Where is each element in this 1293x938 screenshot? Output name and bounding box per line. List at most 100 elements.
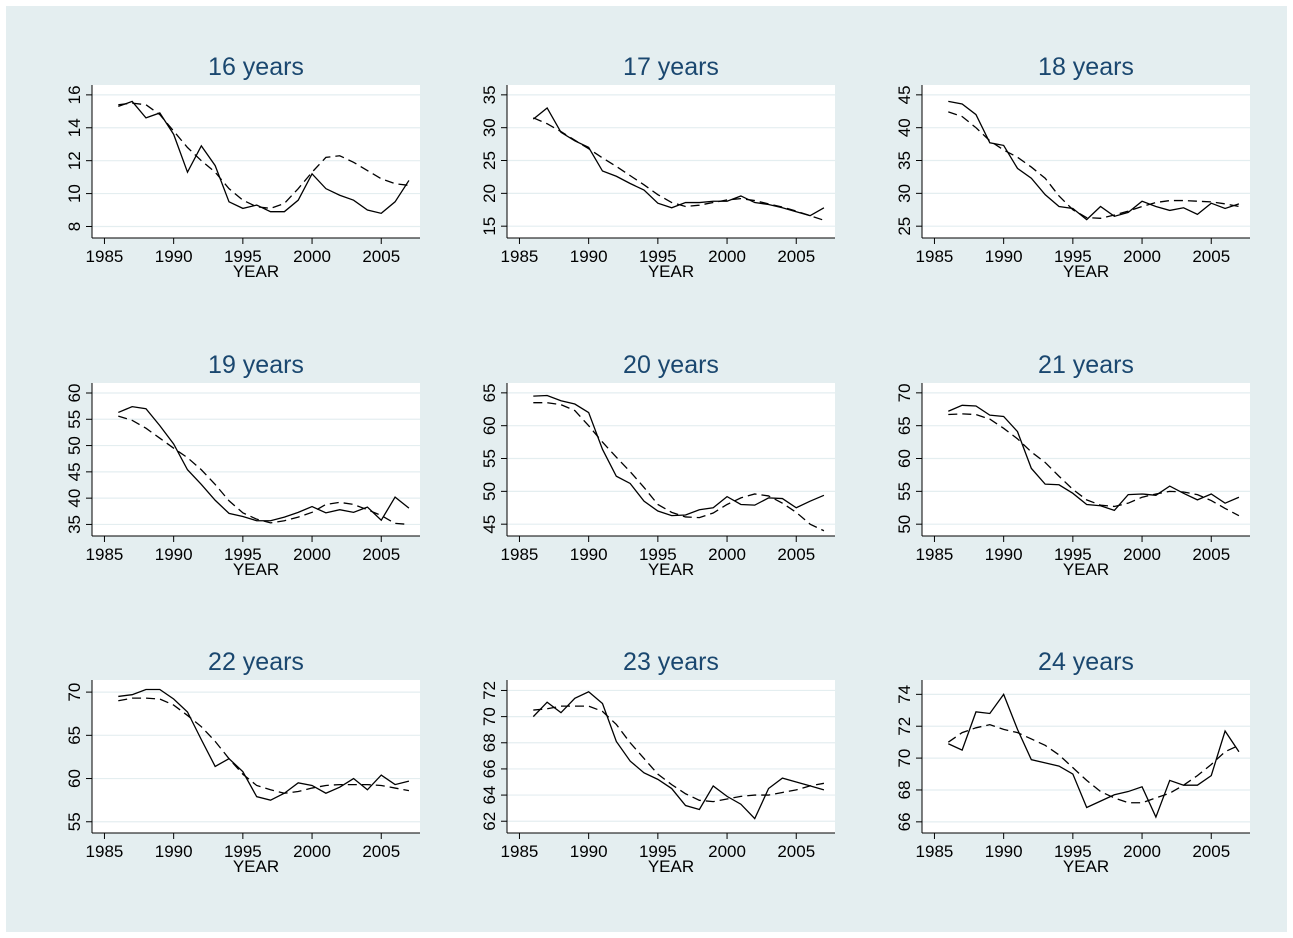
y-tick-label: 20	[480, 184, 499, 203]
series-line	[948, 413, 1240, 517]
x-axis-label: YEAR	[1063, 857, 1109, 876]
x-tick-label: 1995	[639, 247, 677, 266]
y-tick-label: 50	[480, 482, 499, 501]
y-tick-label: 55	[65, 812, 84, 831]
x-tick-label: 2005	[1192, 842, 1230, 861]
y-tick-label: 65	[895, 416, 914, 435]
y-tick-label: 68	[480, 733, 499, 752]
y-tick-label: 50	[65, 436, 84, 455]
x-tick-label: 1990	[570, 247, 608, 266]
x-tick-label: 1990	[570, 545, 608, 564]
x-tick-label: 1995	[224, 545, 262, 564]
plot-region	[922, 383, 1250, 536]
y-tick-label: 66	[480, 759, 499, 778]
x-tick-label: 1985	[86, 247, 124, 266]
y-tick-label: 70	[480, 707, 499, 726]
panel-title: 21 years	[1038, 351, 1134, 379]
y-tick-label: 64	[480, 786, 499, 805]
y-tick-label: 30	[895, 184, 914, 203]
y-tick-label: 50	[895, 515, 914, 534]
series-line	[118, 688, 410, 801]
series-line	[948, 111, 1240, 219]
y-tick-label: 65	[65, 726, 84, 745]
y-tick-label: 65	[480, 383, 499, 402]
plot-region	[92, 85, 420, 238]
x-tick-label: 1990	[155, 545, 193, 564]
panel: 22 years 55 60 65 70 1985 1990 1995 2000 2005 YEAR	[65, 648, 420, 876]
x-tick-label: 1990	[985, 545, 1023, 564]
plot-region	[507, 680, 835, 833]
x-tick-label: 1995	[639, 842, 677, 861]
x-tick-label: 2005	[1192, 545, 1230, 564]
y-tick-label: 30	[480, 118, 499, 137]
panel-title: 17 years	[623, 53, 719, 81]
y-tick-label: 66	[895, 812, 914, 831]
y-tick-label: 10	[65, 184, 84, 203]
x-tick-label: 1995	[639, 545, 677, 564]
y-tick-label: 35	[480, 85, 499, 104]
x-tick-label: 1985	[86, 842, 124, 861]
x-tick-label: 2000	[1123, 842, 1161, 861]
y-tick-label: 35	[895, 151, 914, 170]
series-line	[533, 705, 825, 803]
plot-region	[922, 85, 1250, 238]
x-tick-label: 1985	[501, 545, 539, 564]
plot-region	[507, 383, 835, 536]
series-line	[532, 691, 825, 820]
y-tick-label: 15	[480, 217, 499, 236]
series-line	[947, 723, 1240, 804]
x-axis-label: YEAR	[648, 560, 694, 579]
x-tick-label: 2000	[293, 842, 331, 861]
y-tick-label: 70	[895, 749, 914, 768]
panel-title: 16 years	[208, 53, 304, 81]
x-axis-label: YEAR	[233, 262, 279, 281]
panel: 23 years 62 64 66 68 70 72 1985 1990 1995 2000 2005…	[480, 648, 835, 876]
plot-region	[92, 383, 420, 536]
y-tick-label: 40	[895, 118, 914, 137]
panel-title: 20 years	[623, 351, 719, 379]
panel: 20 years 45 50 55 60 65 1985 1990 1995 2000 2005 YE…	[480, 351, 835, 579]
x-axis-label: YEAR	[1063, 560, 1109, 579]
y-tick-label: 55	[895, 482, 914, 501]
series-line	[948, 404, 1240, 512]
series-line	[948, 100, 1240, 221]
x-tick-label: 2000	[293, 545, 331, 564]
x-tick-label: 1990	[985, 842, 1023, 861]
x-tick-label: 2005	[362, 545, 400, 564]
x-axis-label: YEAR	[233, 560, 279, 579]
x-tick-label: 2000	[1123, 247, 1161, 266]
y-tick-label: 55	[480, 449, 499, 468]
y-tick-label: 72	[895, 717, 914, 736]
y-tick-label: 60	[895, 449, 914, 468]
x-tick-label: 2005	[777, 247, 815, 266]
y-tick-label: 40	[65, 489, 84, 508]
x-tick-label: 1985	[86, 545, 124, 564]
x-tick-label: 1995	[1054, 842, 1092, 861]
x-tick-label: 1985	[916, 842, 954, 861]
plot-region	[507, 85, 835, 238]
x-tick-label: 1990	[155, 247, 193, 266]
x-tick-label: 1990	[570, 842, 608, 861]
x-tick-label: 2005	[362, 842, 400, 861]
x-tick-label: 1995	[224, 247, 262, 266]
x-tick-label: 2005	[777, 545, 815, 564]
y-tick-label: 8	[65, 222, 84, 231]
y-tick-label: 60	[480, 416, 499, 435]
x-axis-label: YEAR	[233, 857, 279, 876]
y-tick-label: 55	[65, 410, 84, 429]
x-axis-label: YEAR	[648, 857, 694, 876]
y-tick-label: 60	[65, 769, 84, 788]
series-line	[118, 697, 410, 794]
x-tick-label: 2000	[1123, 545, 1161, 564]
y-tick-label: 16	[65, 85, 84, 104]
x-tick-label: 1985	[501, 842, 539, 861]
x-tick-label: 2000	[708, 545, 746, 564]
y-tick-label: 12	[65, 151, 84, 170]
x-axis-label: YEAR	[648, 262, 694, 281]
x-tick-label: 1985	[501, 247, 539, 266]
x-tick-label: 2000	[708, 842, 746, 861]
series-line	[118, 102, 410, 210]
x-tick-label: 1990	[155, 842, 193, 861]
x-tick-label: 2000	[708, 247, 746, 266]
